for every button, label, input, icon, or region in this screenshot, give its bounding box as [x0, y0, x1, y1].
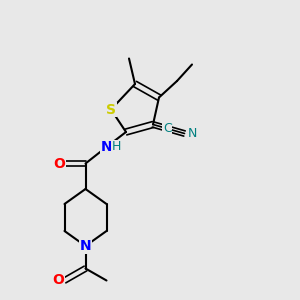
Text: H: H [111, 140, 121, 154]
Text: C: C [163, 122, 172, 135]
Text: N: N [80, 239, 91, 253]
Text: S: S [106, 103, 116, 116]
Text: N: N [101, 140, 112, 154]
Text: N: N [187, 127, 197, 140]
Text: O: O [53, 157, 65, 170]
Text: O: O [52, 274, 64, 287]
